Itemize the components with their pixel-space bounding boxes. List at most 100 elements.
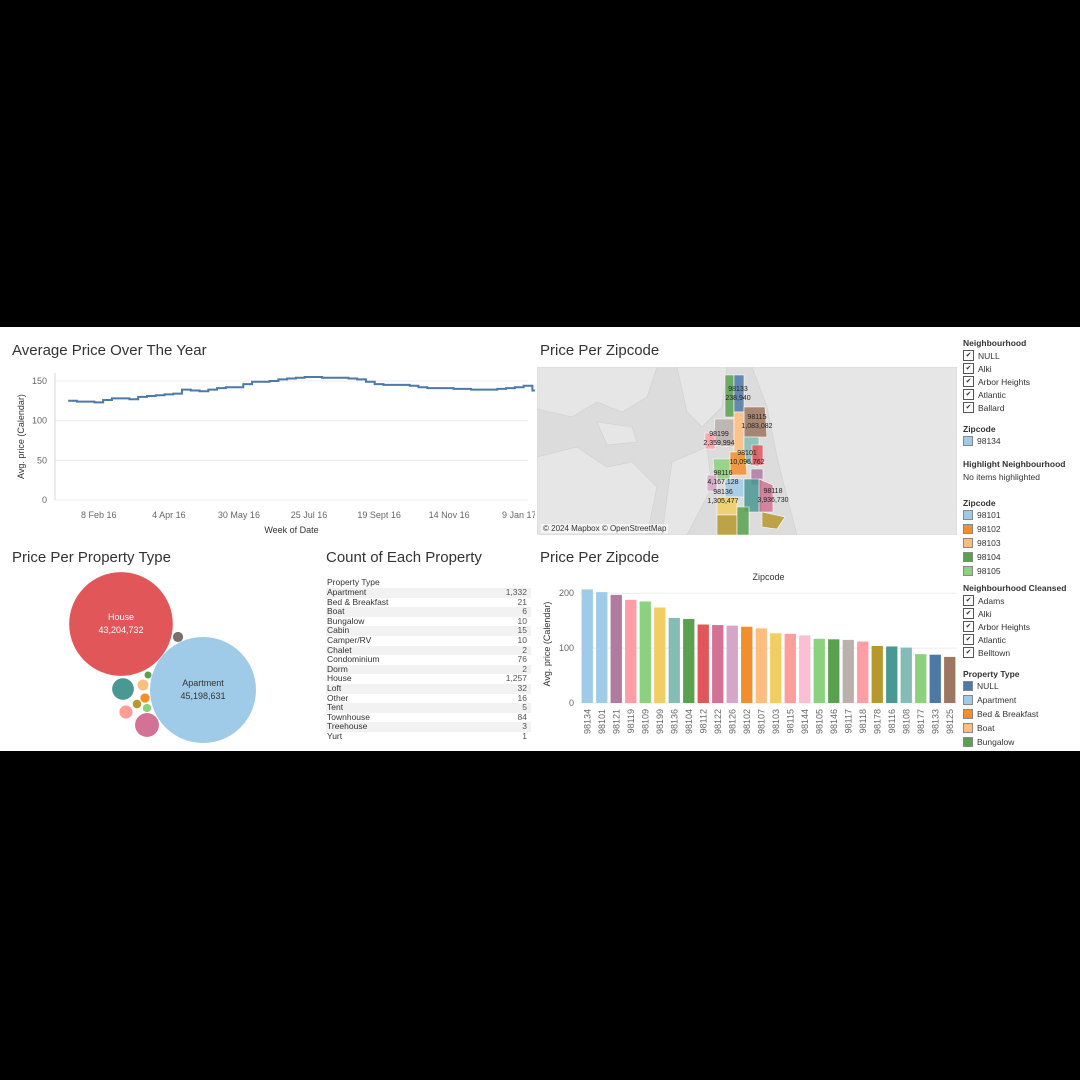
bar-98101[interactable] (596, 592, 608, 703)
zipcode-legend-item[interactable]: 98103 (963, 538, 1001, 548)
bar-98102[interactable] (741, 626, 753, 703)
bar-98115[interactable] (784, 633, 796, 703)
checkbox[interactable]: ✔ (963, 389, 974, 400)
bar-98121[interactable] (610, 594, 622, 703)
map-zipcode-area[interactable] (761, 511, 786, 530)
zipcode-legend-item[interactable]: 98105 (963, 566, 1001, 576)
bar-98134[interactable] (581, 589, 593, 703)
bar-98136[interactable] (668, 617, 680, 703)
bubble-bed-breakfast[interactable] (137, 679, 149, 691)
table-row[interactable]: Dorm 2 (326, 664, 531, 675)
table-row[interactable]: Tent 5 (326, 703, 531, 713)
property-type-item[interactable]: Boat (963, 723, 995, 733)
table-row[interactable]: Cabin 15 (326, 626, 531, 636)
neigh-cleansed-item[interactable]: ✔ Atlantic (963, 634, 1006, 645)
bar-98133[interactable] (929, 654, 941, 703)
neigh-cleansed-item[interactable]: ✔ Belltown (963, 647, 1010, 658)
bubble-bungalow[interactable] (142, 703, 152, 713)
checkbox[interactable]: ✔ (963, 608, 974, 619)
table-row[interactable]: House 1,257 (326, 674, 531, 684)
table-row[interactable]: Apartment 1,332 (326, 587, 531, 598)
bar-98108[interactable] (900, 647, 912, 703)
bar-98118[interactable] (857, 641, 869, 703)
zipcode-map[interactable]: 98133 238,940 98115 1,083,082 98199 2,359,994… (537, 367, 957, 535)
table-row[interactable]: Boat 6 (326, 607, 531, 617)
line-series-avg-price[interactable] (68, 375, 535, 404)
bar-98122[interactable] (712, 625, 724, 703)
bar-98126[interactable] (726, 625, 738, 703)
table-row[interactable]: Bed & Breakfast 21 (326, 597, 531, 608)
checkbox[interactable]: ✔ (963, 595, 974, 606)
map-zipcode-area[interactable] (716, 514, 738, 535)
map-zipcode-area[interactable] (751, 444, 764, 466)
property-type-item[interactable]: NULL (963, 681, 999, 691)
bubble-camper-rv[interactable] (144, 671, 152, 679)
bubble-boat[interactable] (132, 699, 142, 709)
zipcode-legend-item[interactable]: 98101 (963, 510, 1001, 520)
map-zipcode-area[interactable] (736, 506, 750, 535)
table-row[interactable]: Townhouse 84 (326, 712, 531, 723)
table-row[interactable]: Other 16 (326, 693, 531, 704)
neighbourhood-item[interactable]: ✔ Alki (963, 363, 992, 374)
neighbourhood-item[interactable]: ✔ Atlantic (963, 389, 1006, 400)
table-row[interactable]: Camper/RV 10 (326, 634, 531, 646)
table-row[interactable]: Loft 32 (326, 683, 531, 694)
bubble-house[interactable] (69, 572, 173, 676)
bar-98117[interactable] (842, 639, 854, 703)
bubble-loft[interactable] (119, 705, 133, 719)
neighbourhood-item[interactable]: ✔ NULL (963, 350, 1000, 361)
checkbox[interactable]: ✔ (963, 350, 974, 361)
map-zipcode-area[interactable] (743, 406, 768, 438)
map-zipcode-area[interactable] (733, 374, 745, 413)
checkbox[interactable]: ✔ (963, 621, 974, 632)
bar-98125[interactable] (944, 656, 956, 703)
zipcode-filter-item[interactable]: 98134 (963, 436, 1001, 446)
table-row[interactable]: Chalet 2 (326, 645, 531, 656)
map-zipcode-area[interactable] (733, 411, 745, 453)
property-type-item[interactable]: Bed & Breakfast (963, 709, 1038, 719)
bar-98109[interactable] (639, 601, 651, 703)
table-row[interactable]: Yurt 1 (326, 731, 531, 742)
property-type-item[interactable]: Bungalow (963, 737, 1014, 747)
map-zipcode-area[interactable] (758, 478, 774, 513)
checkbox[interactable]: ✔ (963, 647, 974, 658)
table-cell-value: 10 (517, 634, 527, 645)
neigh-cleansed-item[interactable]: ✔ Adams (963, 595, 1004, 606)
bar-98146[interactable] (828, 639, 840, 703)
bar-98199[interactable] (654, 607, 666, 703)
zipcode-legend-item[interactable]: 98102 (963, 524, 1001, 534)
highlight-status[interactable]: No items highlighted (963, 472, 1041, 482)
bar-98116[interactable] (886, 646, 898, 703)
neighbourhood-item[interactable]: ✔ Arbor Heights (963, 376, 1030, 387)
bar-98177[interactable] (915, 654, 927, 703)
bubble-other[interactable] (140, 693, 150, 703)
bar-98104[interactable] (683, 619, 695, 703)
table-row[interactable]: Treehouse 3 (326, 722, 531, 732)
property-type-item[interactable]: Apartment (963, 695, 1016, 705)
bar-98107[interactable] (755, 628, 767, 703)
bar-98112[interactable] (697, 624, 709, 703)
bar-98119[interactable] (625, 599, 637, 703)
neighbourhood-item[interactable]: ✔ Ballard (963, 402, 1004, 413)
checkbox[interactable]: ✔ (963, 363, 974, 374)
map-zipcode-area[interactable] (706, 474, 718, 492)
bubble-apartment[interactable] (150, 637, 256, 743)
table-row[interactable]: Bungalow 10 (326, 616, 531, 627)
bar-98103[interactable] (770, 633, 782, 703)
count-table-header[interactable]: Property Type (327, 577, 380, 587)
checkbox[interactable]: ✔ (963, 376, 974, 387)
checkbox[interactable]: ✔ (963, 402, 974, 413)
zipcode-legend-item[interactable]: 98104 (963, 552, 1001, 562)
map-zipcode-area[interactable] (704, 432, 716, 450)
bar-98178[interactable] (871, 645, 883, 703)
neigh-cleansed-item[interactable]: ✔ Alki (963, 608, 992, 619)
neigh-cleansed-item[interactable]: ✔ Arbor Heights (963, 621, 1030, 632)
checkbox[interactable]: ✔ (963, 634, 974, 645)
zipcode-legend-label: 98103 (977, 538, 1001, 548)
table-row[interactable]: Condominium 76 (326, 655, 531, 665)
bubble-cabin[interactable] (172, 631, 184, 643)
bar-98144[interactable] (799, 635, 811, 703)
bubble-condominium[interactable] (135, 713, 159, 737)
bar-98105[interactable] (813, 638, 825, 703)
bubble-townhouse[interactable] (112, 678, 134, 700)
